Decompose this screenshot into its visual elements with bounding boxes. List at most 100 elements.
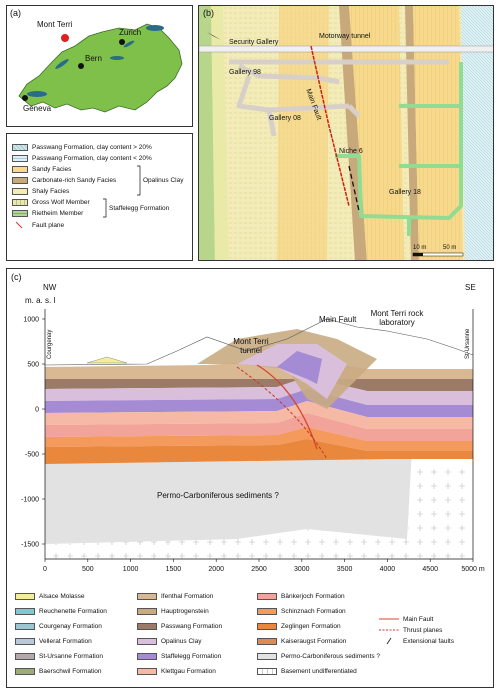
lake-zurich	[123, 40, 135, 48]
legend-item: Hauptrogenstein	[137, 608, 209, 615]
panel-c-label: (c)	[11, 272, 22, 282]
x-tick-label: 2500	[251, 566, 267, 573]
label-bern: Bern	[85, 54, 102, 63]
lake-neuchatel	[55, 59, 69, 69]
zone-passwang	[461, 6, 493, 260]
bern-dot	[78, 63, 84, 69]
swatch	[257, 608, 277, 615]
label-nw: NW	[43, 283, 57, 292]
zone-carbonate-2	[405, 6, 419, 260]
legend-item: Vellerat Formation	[15, 638, 92, 645]
label-permo: Permo-Carboniferous sediments ?	[157, 491, 279, 500]
legend-label: Courgenay Formation	[39, 623, 102, 630]
legend-item: Alsace Molasse	[15, 593, 85, 600]
swatch	[15, 653, 35, 660]
legend-item: Schinznach Formation	[257, 608, 346, 615]
cross-section: 1000 500 0 -500 -1000 -1500 0 500 1000 1500 2000 2…	[21, 309, 485, 573]
main-fault-line	[310, 45, 350, 207]
y-ticks: 1000 500 0 -500 -1000 -1500	[21, 317, 45, 549]
thrust-plane-c	[236, 366, 328, 460]
swatch	[137, 668, 157, 675]
legend-item-gross-wolf: Gross Wolf Member	[12, 199, 90, 206]
panel-a-label: (a)	[10, 8, 21, 18]
mont-terri-dot	[61, 34, 69, 42]
swatch	[257, 593, 277, 600]
y-tick-label: -1500	[21, 542, 39, 549]
legend-item-carbonate: Carbonate-rich Sandy Facies	[12, 177, 116, 184]
group-opalinus: Opalinus Clay	[143, 177, 184, 184]
legend-item-shaly: Shaly Facies	[12, 188, 69, 195]
x-tick-label: 0	[43, 566, 47, 573]
y-tick-label: -1000	[21, 497, 39, 504]
legend-item: Passwang Formation	[137, 623, 222, 630]
legend-label: Baerschwil Formation	[39, 668, 102, 675]
label-g98: Gallery 98	[229, 69, 261, 76]
lake-lucerne	[110, 56, 124, 60]
swatch	[12, 166, 28, 173]
swatch	[15, 623, 35, 630]
legend-item: Permo-Carboniferous sediments ?	[257, 653, 380, 660]
label-niche: Niche 6	[339, 148, 363, 155]
label-rocklab: Mont Terri rock laboratory	[370, 309, 424, 327]
north-arrow-icon	[207, 32, 221, 40]
legend-item: Kaiseraugst Formation	[257, 638, 346, 645]
label-masl: m. a. s. l	[25, 296, 56, 305]
swatch	[257, 623, 277, 630]
legend-item: Klettgau Formation	[137, 668, 216, 675]
x-ticks: 0 500 1000 1500 2000 2500 3000 3500 4000 4500 5000…	[43, 559, 485, 573]
legend-label: Klettgau Formation	[161, 668, 216, 675]
gallery-18	[335, 62, 463, 236]
lake-constance	[146, 25, 164, 31]
legend-item-passwang-high: Passwang Formation, clay content > 20%	[12, 144, 152, 151]
permo-carboniferous	[45, 449, 412, 544]
panel-b: (b) Motorway tunnel Security Gallery Gal…	[198, 5, 494, 261]
legend-item: Thrust planes	[379, 626, 442, 634]
zone-rietheim	[199, 6, 215, 260]
line-symbol	[379, 629, 399, 631]
legend-label: Schinznach Formation	[281, 608, 346, 615]
label-mont-terri: Mont Terri	[37, 20, 73, 29]
swatch	[257, 653, 277, 660]
y-tick-label: 500	[27, 362, 39, 369]
fold-core	[277, 351, 322, 384]
main-fault-c	[256, 364, 318, 450]
switzerland-map	[18, 23, 183, 113]
legend-label: Alsace Molasse	[39, 593, 85, 600]
y-tick-label: 1000	[23, 317, 39, 324]
swatch	[12, 188, 28, 195]
legend-label: Opalinus Clay	[161, 638, 202, 645]
gallery-network	[229, 59, 449, 137]
switzerland-shape	[18, 23, 183, 113]
scale-10m: 10 m	[413, 245, 427, 251]
swatch	[15, 593, 35, 600]
swatch	[137, 638, 157, 645]
group-staffelegg: Staffelegg Formation	[109, 205, 170, 212]
legend-label: Bänkerjoch Formation	[281, 593, 345, 600]
legend-item-passwang-low: Passwang Formation, clay content < 20%	[12, 155, 152, 162]
panel-a: (a) Mont Terri Zurich Bern Geneva	[6, 5, 193, 127]
legend-item-sandy: Sandy Facies	[12, 166, 71, 173]
x-tick-label: 5000 m	[461, 566, 485, 573]
swatch	[15, 668, 35, 675]
line-symbol	[379, 618, 399, 620]
label-g08: Gallery 08	[269, 115, 301, 122]
legend-label: Extensional faults	[403, 637, 454, 645]
fault-symbol	[15, 221, 23, 229]
legend-label: Thrust planes	[403, 626, 443, 634]
legend-item: St-Ursanne Formation	[15, 653, 103, 660]
label-courgenay: Courgenay	[47, 329, 53, 359]
zone-gross-wolf	[211, 6, 229, 260]
legend-label: Zeglingen Formation	[281, 623, 341, 630]
legend-label: Vellerat Formation	[39, 638, 92, 645]
x-tick-label: 500	[82, 566, 94, 573]
label-zurich: Zurich	[119, 28, 142, 37]
label-geneva: Geneva	[23, 104, 52, 113]
zurich-dot	[119, 39, 125, 45]
legend-item: Ifenthal Formation	[137, 593, 213, 600]
lake-geneva	[27, 91, 47, 97]
legend-item: Main Fault	[379, 615, 433, 623]
swatch	[137, 653, 157, 660]
line-symbol	[386, 637, 392, 645]
legend-item: Courgenay Formation	[15, 623, 102, 630]
legend-label: Ifenthal Formation	[161, 593, 214, 600]
